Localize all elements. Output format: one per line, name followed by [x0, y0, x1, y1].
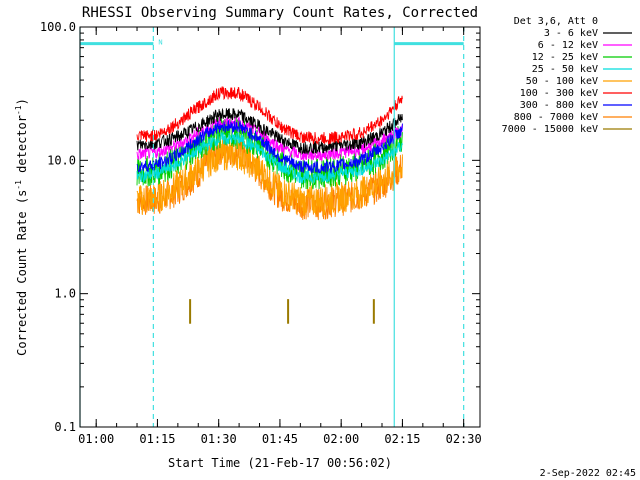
x-tick-label: 02:15 — [384, 432, 420, 446]
y-axis-label: Corrected Count Rate (s-1 detector-1) — [14, 98, 29, 356]
x-tick-label: 01:00 — [78, 432, 114, 446]
legend-label: 7000 - 15000 keV — [502, 124, 598, 135]
plot-frame — [79, 26, 481, 428]
y-tick-label: 0.1 — [54, 420, 76, 434]
series-line — [136, 117, 403, 190]
series-line — [136, 85, 403, 146]
chart-title: RHESSI Observing Summary Count Rates, Co… — [82, 5, 478, 21]
x-tick-label: 01:45 — [262, 432, 298, 446]
x-tick-label: 02:00 — [323, 432, 359, 446]
legend-label: 12 - 25 keV — [532, 52, 598, 63]
plot-date-stamp: 2-Sep-2022 02:45 — [540, 468, 636, 479]
legend-header: Det 3,6, Att 0 — [514, 16, 598, 27]
x-tick-label: 02:30 — [446, 432, 482, 446]
saa-label: N — [158, 39, 162, 47]
legend-label: 3 - 6 keV — [544, 28, 598, 39]
y-axis: 0.1 1.0 10.0 100.0 — [40, 20, 480, 434]
x-tick-label: 01:30 — [201, 432, 237, 446]
legend-label: 300 - 800 keV — [520, 100, 598, 111]
legend-label: 800 - 7000 keV — [514, 112, 598, 123]
series-layer — [136, 85, 403, 324]
legend-label: 100 - 300 keV — [520, 88, 598, 99]
y-tick-label: 100.0 — [40, 20, 76, 34]
series-line — [136, 131, 403, 184]
y-tick-label: 1.0 — [54, 287, 76, 301]
legend-label: 25 - 50 keV — [532, 64, 598, 75]
legend-label: 50 - 100 keV — [526, 76, 598, 87]
x-axis: 01:00 01:15 01:30 01:45 02:00 02:15 02:30 — [78, 27, 482, 446]
series-line — [136, 116, 403, 162]
series-line — [136, 107, 403, 156]
y-tick-label: 10.0 — [47, 153, 76, 167]
x-tick-label: 01:15 — [139, 432, 175, 446]
night-saa-markers: N — [79, 27, 465, 427]
series-line — [136, 119, 403, 175]
x-axis-label: Start Time (21-Feb-17 00:56:02) — [168, 456, 392, 470]
legend-label: 6 - 12 keV — [538, 40, 598, 51]
